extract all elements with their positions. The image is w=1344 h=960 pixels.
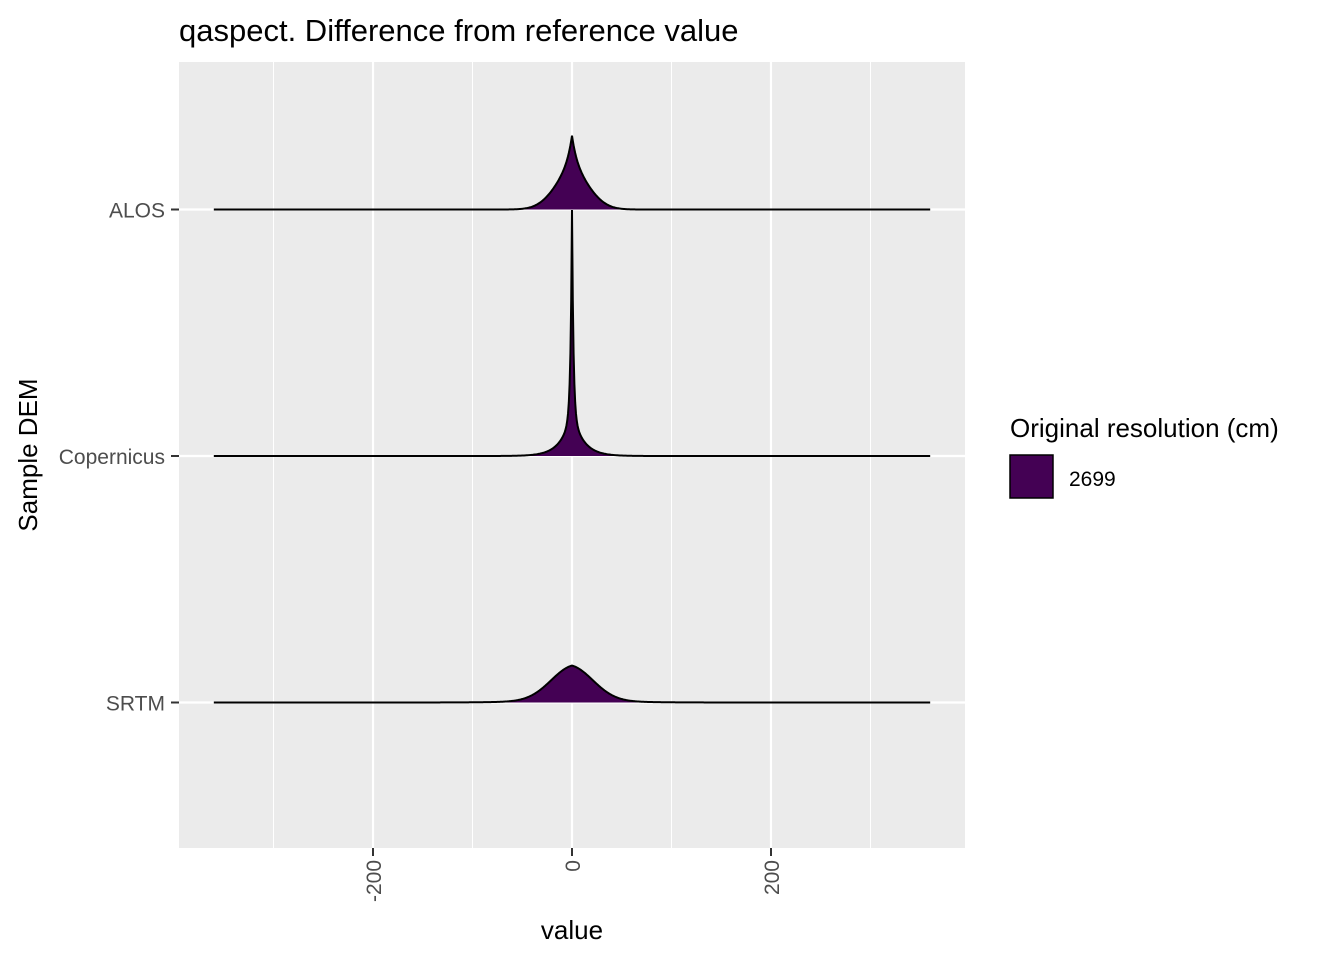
y-tick-label: SRTM	[106, 693, 165, 716]
legend: Original resolution (cm) 2699	[1009, 413, 1279, 499]
legend-label: 2699	[1069, 468, 1116, 491]
x-axis: -200 0 200	[363, 848, 784, 902]
x-axis-title: value	[541, 915, 603, 945]
ridge-area-copernicus	[213, 210, 931, 456]
y-tick-label: Copernicus	[59, 446, 165, 469]
ridge-area-srtm	[213, 665, 931, 703]
y-axis: ALOS Copernicus SRTM	[59, 200, 179, 716]
x-tick-label: -200	[363, 860, 386, 902]
legend-title: Original resolution (cm)	[1010, 413, 1279, 443]
x-tick-label: 200	[761, 860, 784, 895]
legend-key	[1009, 454, 1054, 499]
ridge-outline-srtm	[213, 664, 931, 704]
chart-title: qaspect. Difference from reference value	[179, 13, 738, 48]
y-tick-label: ALOS	[109, 200, 165, 223]
y-axis-title: Sample DEM	[13, 378, 43, 531]
ridge-outline-alos	[213, 135, 931, 211]
ridge-outline-copernicus	[213, 209, 931, 457]
density-ridges	[213, 135, 931, 704]
x-tick-label: 0	[562, 860, 585, 872]
ridge-area-alos	[213, 135, 931, 210]
